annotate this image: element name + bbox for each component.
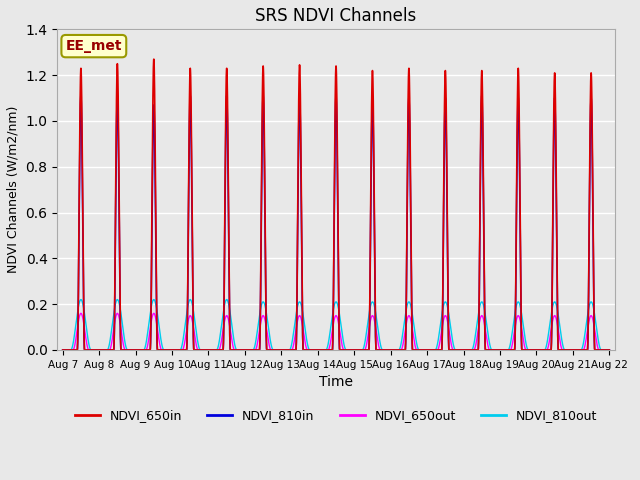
NDVI_650out — [412, 344, 419, 350]
NDVI_810out — [170, 347, 178, 353]
NDVI_650in — [176, 347, 184, 353]
NDVI_810in — [176, 347, 184, 353]
NDVI_810out — [412, 333, 419, 339]
NDVI_650out — [604, 347, 611, 353]
NDVI_650in — [150, 56, 157, 62]
NDVI_810out — [113, 297, 121, 302]
NDVI_810in — [170, 347, 178, 353]
Line: NDVI_650in: NDVI_650in — [63, 59, 609, 350]
NDVI_650in — [605, 347, 613, 353]
Legend: NDVI_650in, NDVI_810in, NDVI_650out, NDVI_810out: NDVI_650in, NDVI_810in, NDVI_650out, NDV… — [70, 404, 602, 427]
NDVI_810in — [77, 93, 84, 99]
NDVI_650out — [59, 347, 67, 353]
NDVI_810in — [264, 347, 271, 353]
NDVI_810in — [412, 347, 419, 353]
NDVI_810in — [604, 347, 611, 353]
Line: NDVI_810in: NDVI_810in — [63, 96, 609, 350]
NDVI_810out — [605, 347, 613, 353]
NDVI_810out — [176, 347, 184, 353]
Line: NDVI_810out: NDVI_810out — [63, 300, 609, 350]
Text: EE_met: EE_met — [65, 39, 122, 53]
NDVI_650in — [604, 347, 611, 353]
X-axis label: Time: Time — [319, 375, 353, 389]
NDVI_810in — [489, 347, 497, 353]
NDVI_810out — [264, 317, 271, 323]
NDVI_810in — [605, 347, 613, 353]
NDVI_650in — [264, 347, 271, 353]
NDVI_650out — [170, 347, 178, 353]
Title: SRS NDVI Channels: SRS NDVI Channels — [255, 7, 417, 25]
NDVI_650out — [77, 311, 84, 316]
NDVI_650in — [170, 347, 178, 353]
NDVI_810out — [604, 347, 611, 353]
NDVI_650in — [59, 347, 67, 353]
NDVI_810in — [59, 347, 67, 353]
NDVI_650out — [489, 347, 497, 353]
NDVI_650in — [412, 347, 419, 353]
NDVI_810out — [59, 347, 67, 353]
NDVI_650out — [264, 332, 271, 337]
NDVI_810out — [489, 347, 497, 353]
NDVI_650out — [605, 347, 613, 353]
Y-axis label: NDVI Channels (W/m2/nm): NDVI Channels (W/m2/nm) — [7, 106, 20, 273]
Line: NDVI_650out: NDVI_650out — [63, 313, 609, 350]
NDVI_650in — [489, 347, 497, 353]
NDVI_650out — [176, 347, 184, 353]
